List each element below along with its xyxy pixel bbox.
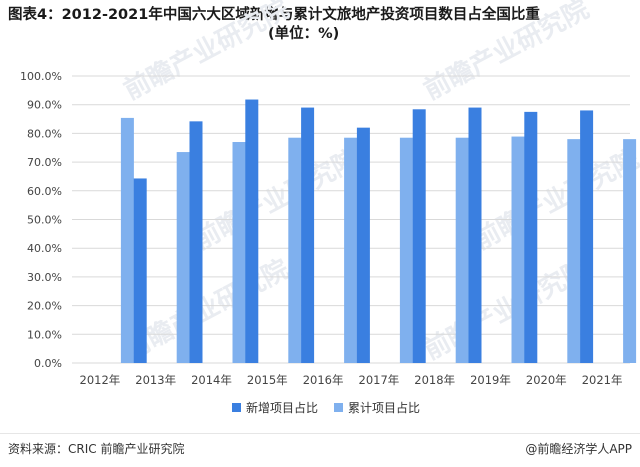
bar-cumulative-projects <box>399 137 413 363</box>
bar-cumulative-projects <box>176 152 190 363</box>
bar-cumulative-projects <box>344 137 358 363</box>
legend-swatch-cumulative <box>334 403 343 412</box>
chart-title: 图表4：2012-2021年中国六大区域新增与累计文旅地产投资项目数目占全国比重… <box>8 6 632 44</box>
bar-new-projects <box>580 110 594 363</box>
y-tick-label: 40.0% <box>27 242 62 255</box>
chart-title-line1: 图表4：2012-2021年中国六大区域新增与累计文旅地产投资项目数目占全国比重 <box>8 7 540 23</box>
bar-new-projects <box>468 107 482 363</box>
y-tick-label: 100.0% <box>20 70 62 83</box>
legend-swatch-new <box>232 403 241 412</box>
bar-cumulative-projects <box>120 117 134 363</box>
x-tick-label: 2016年 <box>303 373 344 387</box>
x-tick-label: 2015年 <box>247 373 288 387</box>
x-tick-label: 2020年 <box>526 373 567 387</box>
bar-cumulative-projects <box>288 137 302 363</box>
y-tick-label: 10.0% <box>27 328 62 341</box>
legend: 新增项目占比 累计项目占比 <box>232 400 420 415</box>
watermark-text: 前瞻产业研究院 <box>189 143 364 256</box>
bar-cumulative-projects <box>232 142 246 363</box>
y-tick-label: 20.0% <box>27 300 62 313</box>
bar-cumulative-projects <box>455 137 469 363</box>
watermark-text: 前瞻产业研究院 <box>419 0 594 106</box>
bar-new-projects <box>133 178 147 363</box>
legend-label-cumulative: 累计项目占比 <box>348 400 420 415</box>
y-axis: 0.0% 10.0% 20.0% 30.0% 40.0% 50.0% 60.0% 70.0% 8… <box>20 70 62 370</box>
bars <box>120 99 637 364</box>
x-tick-label: 2021年 <box>582 373 623 387</box>
footer-divider <box>0 433 640 434</box>
bar-cumulative-projects <box>623 139 637 363</box>
y-tick-label: 50.0% <box>27 214 62 227</box>
x-tick-label: 2019年 <box>470 373 511 387</box>
y-tick-label: 30.0% <box>27 271 62 284</box>
bar-cumulative-projects <box>567 139 581 363</box>
x-axis: 2012年 2013年 2014年 2015年 2016年 2017年 2018年 2019年… <box>80 373 623 387</box>
bar-new-projects <box>301 107 315 363</box>
y-tick-label: 0.0% <box>34 357 62 370</box>
bar-new-projects <box>356 127 370 363</box>
bar-new-projects <box>245 99 259 363</box>
x-tick-label: 2017年 <box>359 373 400 387</box>
y-tick-label: 70.0% <box>27 156 62 169</box>
credit-note: @前瞻经济学人APP <box>525 442 632 456</box>
legend-label-new: 新增项目占比 <box>246 400 318 415</box>
x-tick-label: 2013年 <box>135 373 176 387</box>
x-tick-label: 2014年 <box>191 373 232 387</box>
x-tick-label: 2012年 <box>80 373 121 387</box>
y-tick-label: 60.0% <box>27 185 62 198</box>
watermark-text: 前瞻产业研究院 <box>119 0 294 106</box>
watermark-text: 前瞻产业研究院 <box>469 143 640 256</box>
bar-cumulative-projects <box>511 136 525 363</box>
bar-new-projects <box>412 109 426 364</box>
x-tick-label: 2018年 <box>414 373 455 387</box>
source-note: 资料来源：CRIC 前瞻产业研究院 <box>8 442 185 456</box>
y-tick-label: 80.0% <box>27 127 62 140</box>
bar-new-projects <box>524 111 538 363</box>
y-tick-label: 90.0% <box>27 99 62 112</box>
bar-new-projects <box>189 121 203 363</box>
chart-title-unit: (单位：%) <box>268 26 340 42</box>
